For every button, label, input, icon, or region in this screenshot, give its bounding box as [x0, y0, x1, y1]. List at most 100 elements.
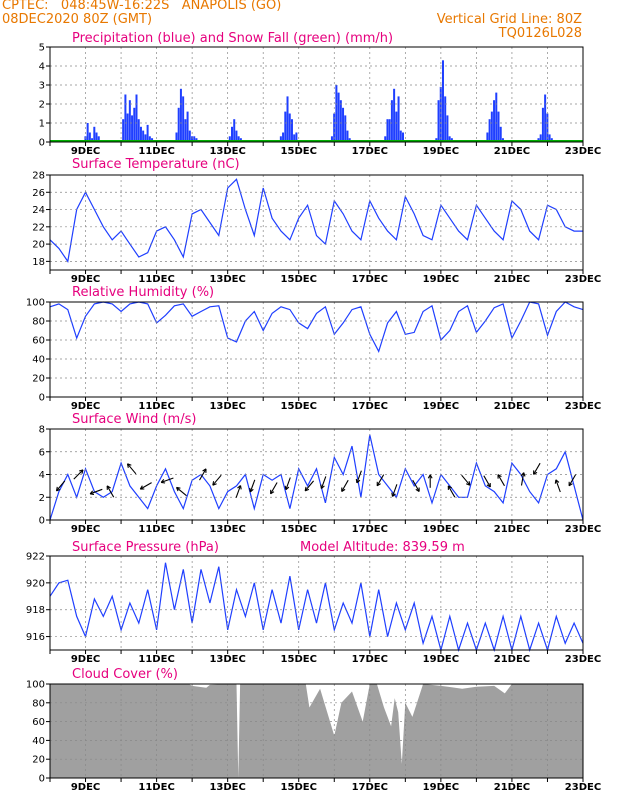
precip-bar [139, 126, 142, 142]
wind-xtick: 9DEC [71, 524, 100, 535]
wind-xtick: 15DEC [281, 524, 317, 535]
precip-bar [228, 136, 231, 142]
pres-xtick: 19DEC [423, 654, 459, 665]
wind-arrow [461, 474, 471, 486]
rh-xtick: 17DEC [352, 401, 388, 412]
wind-arrow [356, 470, 362, 484]
precip-bar [288, 113, 291, 142]
precip-xtick: 13DEC [209, 146, 245, 157]
pres-ytick: 922 [26, 552, 45, 563]
rh-ytick: 0 [39, 393, 45, 404]
wind-ytick: 6 [39, 447, 45, 458]
precip-bar [495, 92, 498, 142]
wind-arrow [285, 477, 291, 490]
wind-arrow [73, 469, 84, 480]
precip-bar [548, 134, 551, 142]
precip-bar [499, 126, 502, 142]
precip-bar [397, 96, 400, 142]
pres-panel: 916 918 920 922 9DEC 11DEC 13DEC 15DEC 17DEC 19DE… [26, 540, 601, 665]
wind-arrow [483, 475, 491, 488]
rh-xtick: 15DEC [281, 401, 317, 412]
precip-bar [290, 119, 293, 142]
precip-bar [388, 119, 391, 142]
precip-xtick: 9DEC [71, 146, 100, 157]
cloud-ytick: 0 [39, 774, 45, 785]
precip-bar [179, 88, 182, 142]
precip-bar [330, 136, 333, 142]
cloud-xtick: 9DEC [71, 782, 100, 793]
precip-bar [490, 111, 493, 142]
wind-ytick: 4 [39, 470, 45, 481]
rh-xtick: 9DEC [71, 401, 100, 412]
pres-xtick: 17DEC [352, 654, 388, 665]
precip-bar [284, 111, 287, 142]
rh-ytick: 40 [32, 355, 45, 366]
cloud-xtick: 11DEC [138, 782, 174, 793]
rh-xtick: 21DEC [494, 401, 530, 412]
precip-bar [395, 111, 398, 142]
wind-arrow [568, 474, 577, 487]
precip-bar [497, 111, 500, 142]
temp-xtick: 15DEC [281, 274, 317, 285]
pres-ytick: 918 [26, 605, 45, 616]
precip-bar [335, 85, 338, 142]
precip-bar [390, 100, 393, 142]
wind-arrow [533, 462, 541, 475]
wind-arrow [341, 479, 349, 492]
wind-arrow [497, 474, 505, 487]
cloud-ytick: 40 [32, 736, 45, 747]
pres-title: Surface Pressure (hPa) [72, 540, 219, 555]
pres-xtick: 13DEC [209, 654, 245, 665]
precip-bar [539, 134, 542, 142]
temp-xtick: 19DEC [423, 274, 459, 285]
precip-bar [544, 94, 547, 142]
wind-arrow [249, 479, 256, 493]
precip-ytick: 2 [39, 100, 45, 111]
wind-arrow [376, 474, 385, 487]
precip-bar [339, 100, 342, 142]
wind-xtick: 13DEC [209, 524, 245, 535]
rh-xtick: 13DEC [209, 401, 245, 412]
wind-arrow [127, 463, 137, 475]
precip-ytick: 5 [39, 43, 45, 54]
wind-arrow [235, 485, 242, 498]
rh-xtick: 19DEC [423, 401, 459, 412]
precip-bar [446, 115, 449, 142]
precip-panel: 0 1 2 3 4 5 9DEC 11DEC 13DEC 15DEC 17DEC 19DEC 21DEC… [39, 31, 602, 157]
wind-arrow [270, 482, 278, 495]
wind-xtick: 17DEC [352, 524, 388, 535]
temp-ytick: 28 [32, 171, 45, 182]
temp-title: Surface Temperature (nC) [72, 157, 240, 172]
rh-ytick: 60 [32, 336, 45, 347]
wind-arrow [304, 480, 315, 492]
precip-bar [177, 107, 180, 142]
precip-bar [131, 115, 134, 142]
precip-bar [184, 119, 187, 142]
precip-bar [282, 132, 285, 142]
precip-bar [342, 107, 345, 142]
precip-ytick: 3 [39, 81, 45, 92]
rh-title: Relative Humidity (%) [72, 285, 214, 300]
rh-xtick: 23DEC [565, 401, 601, 412]
precip-bar [133, 107, 136, 142]
header-model-code: TQ0126L028 [498, 26, 582, 41]
precip-bar [279, 136, 282, 142]
rh-panel: 0 20 40 60 80 100 9DEC 11DEC 13DEC 15DEC 17DEC 19DE… [26, 285, 601, 412]
temp-ytick: 26 [32, 188, 45, 199]
precip-bar [186, 111, 189, 142]
temp-xtick: 9DEC [71, 274, 100, 285]
precip-bar [337, 92, 340, 142]
precip-bar [124, 94, 127, 142]
wind-arrow [199, 468, 207, 481]
cloud-ytick: 80 [32, 698, 45, 709]
wind-arrow [161, 477, 174, 483]
wind-arrow [520, 472, 525, 486]
temp-ytick: 18 [32, 257, 45, 268]
cloud-xtick: 17DEC [352, 782, 388, 793]
precip-bar [146, 124, 149, 142]
pres-ytick: 916 [26, 632, 45, 643]
cloud-title: Cloud Cover (%) [72, 667, 178, 682]
wind-arrow [56, 480, 66, 492]
precip-bar [122, 119, 125, 142]
temp-xtick: 13DEC [209, 274, 245, 285]
